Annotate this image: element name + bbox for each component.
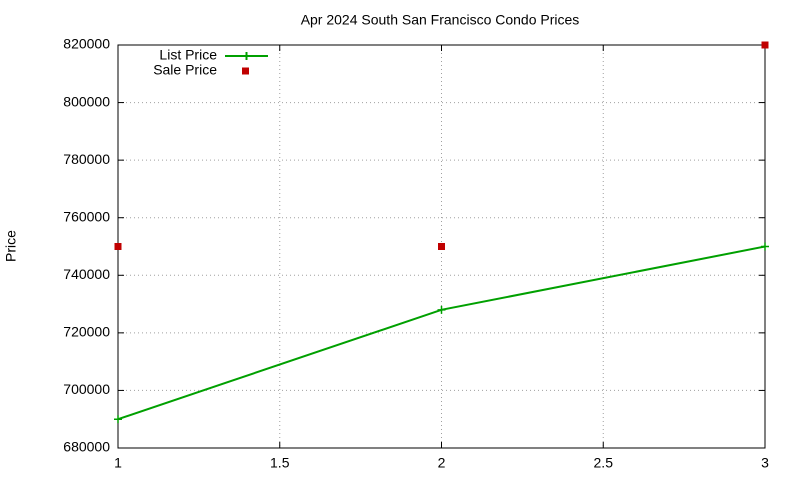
y-tick-label: 820000 bbox=[63, 36, 110, 52]
x-tick-label: 2 bbox=[438, 455, 446, 471]
point bbox=[761, 41, 769, 49]
x-tick-label: 1.5 bbox=[270, 455, 290, 471]
y-tick-label: 780000 bbox=[63, 151, 110, 167]
line-marker bbox=[437, 305, 446, 314]
y-axis-label: Price bbox=[3, 230, 19, 262]
y-tick-label: 800000 bbox=[63, 93, 110, 109]
legend-marker bbox=[242, 67, 249, 75]
y-tick-label: 680000 bbox=[63, 439, 110, 455]
y-tick-label: 740000 bbox=[63, 266, 110, 282]
y-tick-label: 720000 bbox=[63, 324, 110, 340]
x-tick-label: 3 bbox=[761, 455, 769, 471]
legend-line bbox=[225, 52, 268, 60]
line-marker bbox=[114, 415, 122, 424]
point bbox=[438, 243, 445, 250]
legend-label: Sale Price bbox=[153, 62, 217, 78]
x-tick-label: 1 bbox=[114, 455, 122, 471]
y-tick-label: 700000 bbox=[63, 381, 110, 397]
x-tick-label: 2.5 bbox=[594, 455, 614, 471]
line-marker bbox=[761, 242, 769, 251]
legend-label: List Price bbox=[159, 47, 217, 63]
chart-title: Apr 2024 South San Francisco Condo Price… bbox=[301, 12, 580, 28]
point bbox=[114, 243, 122, 250]
y-tick-label: 760000 bbox=[63, 208, 110, 224]
